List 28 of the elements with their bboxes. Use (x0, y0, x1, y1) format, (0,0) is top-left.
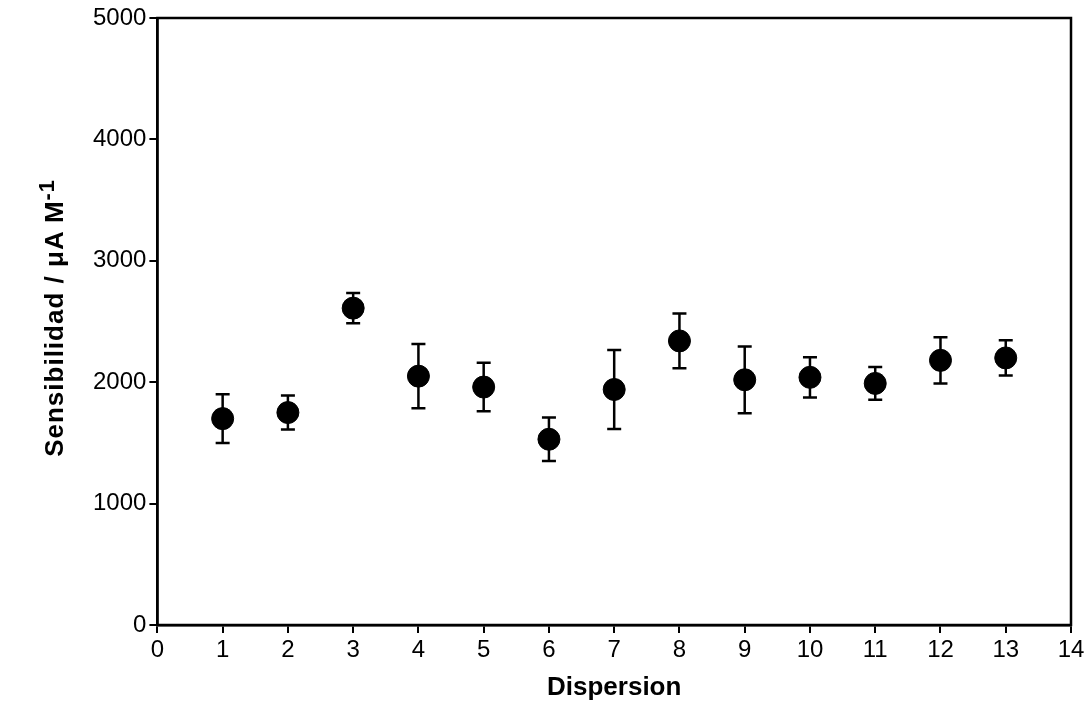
x-tick-label: 1 (215, 635, 230, 663)
y-tick-label: 2000 (93, 366, 147, 394)
x-tick-label: 6 (542, 635, 556, 663)
point (863, 371, 887, 395)
y-tick-label: 5000 (93, 2, 147, 30)
y-tick-label: 4000 (93, 124, 147, 152)
y-tick-label: 1000 (93, 488, 147, 516)
y-tick-label: 0 (133, 609, 147, 637)
x-tick-label: 8 (672, 635, 687, 663)
x-tick-label: 5 (477, 635, 491, 663)
x-tick-label: 4 (411, 635, 426, 663)
point (602, 377, 626, 401)
x-tick-label: 2 (281, 635, 295, 663)
point (798, 365, 822, 389)
x-tick-label: 9 (738, 635, 752, 663)
x-tick-label: 7 (607, 635, 621, 663)
point (537, 427, 561, 451)
point (276, 401, 300, 425)
x-axis-title: Dispersion (547, 670, 682, 701)
x-tick-label: 10 (796, 635, 824, 663)
x-tick-label: 11 (862, 635, 888, 663)
x-tick-label: 12 (927, 635, 954, 663)
x-tick-label: 13 (992, 635, 1020, 663)
y-tick-label: 3000 (93, 245, 147, 273)
x-tick-label: 3 (346, 635, 360, 663)
x-tick-label: 0 (150, 635, 165, 663)
x-tick-label: 14 (1057, 635, 1085, 663)
point (341, 296, 365, 320)
